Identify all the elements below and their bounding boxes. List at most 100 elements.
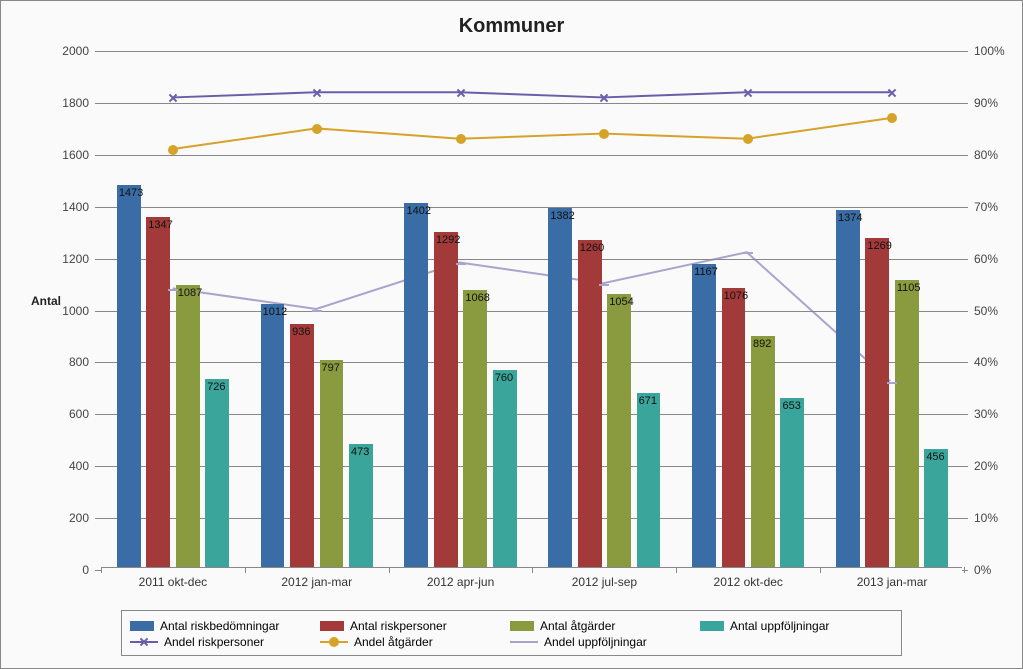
y1-tick-label: 1800 bbox=[49, 96, 89, 110]
y2-tick-label: 90% bbox=[974, 96, 998, 110]
x-category-label: 2012 apr-jun bbox=[389, 575, 533, 589]
bar-s4: 473 bbox=[349, 444, 373, 567]
x-tick-mark bbox=[964, 567, 965, 573]
marker-l3 bbox=[599, 284, 609, 286]
marker-l2 bbox=[312, 124, 322, 134]
legend-item-l1: Andel riskpersoner bbox=[130, 635, 290, 649]
x-category: 2012 okt-dec11671076892653 bbox=[676, 51, 820, 567]
marker-l3 bbox=[743, 252, 753, 254]
bar-s2: 1347 bbox=[146, 217, 170, 567]
y2-tick-label: 30% bbox=[974, 407, 998, 421]
bar-value-label: 892 bbox=[753, 338, 771, 350]
legend-item-s2: Antal riskpersoner bbox=[320, 619, 480, 633]
y2-tick-label: 80% bbox=[974, 148, 998, 162]
bar-value-label: 456 bbox=[926, 451, 944, 463]
marker-l3 bbox=[887, 382, 897, 384]
legend-swatch bbox=[320, 621, 344, 631]
legend-swatch bbox=[130, 637, 158, 647]
bar-s2: 1269 bbox=[865, 238, 889, 567]
bar-value-label: 1012 bbox=[263, 306, 287, 318]
bar-s1: 1382 bbox=[548, 208, 572, 567]
y2-tick-label: 100% bbox=[974, 44, 1005, 58]
legend-label: Andel åtgärder bbox=[354, 635, 433, 649]
y1-tick-label: 1000 bbox=[49, 304, 89, 318]
y1-tick-label: 1200 bbox=[49, 252, 89, 266]
bar-s4: 671 bbox=[637, 393, 661, 567]
bar-s1: 1473 bbox=[117, 185, 141, 567]
x-tick-mark bbox=[532, 567, 533, 573]
bar-s3: 1105 bbox=[895, 280, 919, 567]
legend-swatch bbox=[700, 621, 724, 631]
marker-l3 bbox=[456, 263, 466, 265]
x-tick-mark bbox=[389, 567, 390, 573]
x-category: 2012 apr-jun140212921068760 bbox=[389, 51, 533, 567]
y2-tick-label: 0% bbox=[974, 563, 991, 577]
bar-s4: 653 bbox=[780, 398, 804, 567]
bar-value-label: 726 bbox=[207, 381, 225, 393]
y2-tick-label: 50% bbox=[974, 304, 998, 318]
legend-row: Andel riskpersoner Andel åtgärder Andel up… bbox=[130, 635, 893, 649]
marker-l2 bbox=[887, 113, 897, 123]
x-tick-mark bbox=[820, 567, 821, 573]
y1-tick-label: 400 bbox=[49, 459, 89, 473]
bar-value-label: 653 bbox=[782, 400, 800, 412]
bar-value-label: 797 bbox=[322, 362, 340, 374]
bar-value-label: 760 bbox=[495, 372, 513, 384]
legend-item-s3: Antal åtgärder bbox=[510, 619, 670, 633]
y2-tick-label: 60% bbox=[974, 252, 998, 266]
y1-tick-label: 0 bbox=[49, 563, 89, 577]
y2-tick-label: 10% bbox=[974, 511, 998, 525]
legend-label: Antal uppföljningar bbox=[730, 619, 829, 633]
bar-value-label: 1402 bbox=[406, 205, 430, 217]
x-category: 2013 jan-mar137412691105456 bbox=[820, 51, 964, 567]
x-category-label: 2013 jan-mar bbox=[820, 575, 964, 589]
bar-s4: 760 bbox=[493, 370, 517, 567]
y1-tick-label: 800 bbox=[49, 355, 89, 369]
legend-item-s4: Antal uppföljningar bbox=[700, 619, 860, 633]
y1-tick-label: 1400 bbox=[49, 200, 89, 214]
bar-value-label: 1167 bbox=[694, 266, 718, 278]
legend-swatch bbox=[510, 621, 534, 631]
y1-tick-label: 1600 bbox=[49, 148, 89, 162]
bar-value-label: 1260 bbox=[580, 242, 604, 254]
bar-s3: 1054 bbox=[607, 294, 631, 568]
legend-item-l3: Andel uppföljningar bbox=[510, 635, 670, 649]
bar-value-label: 1068 bbox=[465, 292, 489, 304]
marker-l2 bbox=[599, 129, 609, 139]
bar-s3: 1068 bbox=[463, 290, 487, 567]
chart-title: Kommuner bbox=[1, 15, 1022, 38]
legend-swatch bbox=[320, 637, 348, 647]
x-category: 2011 okt-dec147313471087726 bbox=[101, 51, 245, 567]
y2-tick-label: 70% bbox=[974, 200, 998, 214]
bar-value-label: 1382 bbox=[550, 210, 574, 222]
legend-label: Andel uppföljningar bbox=[544, 635, 647, 649]
legend-label: Andel riskpersoner bbox=[164, 635, 264, 649]
legend-label: Antal riskpersoner bbox=[350, 619, 447, 633]
y1-tick-label: 2000 bbox=[49, 44, 89, 58]
bar-s2: 936 bbox=[290, 324, 314, 567]
x-category-label: 2012 jan-mar bbox=[245, 575, 389, 589]
y2-tick-mark bbox=[962, 570, 968, 571]
bar-s3: 1087 bbox=[176, 285, 200, 567]
bar-value-label: 1087 bbox=[178, 287, 202, 299]
legend-row: Antal riskbedömningar Antal riskpersoner A… bbox=[130, 619, 893, 633]
legend-swatch bbox=[510, 637, 538, 647]
legend: Antal riskbedömningar Antal riskpersoner A… bbox=[121, 610, 902, 656]
bar-value-label: 671 bbox=[639, 395, 657, 407]
marker-l2 bbox=[168, 145, 178, 155]
legend-item-l2: Andel åtgärder bbox=[320, 635, 480, 649]
bar-s3: 797 bbox=[320, 360, 344, 567]
bar-s1: 1167 bbox=[692, 264, 716, 567]
x-category-label: 2012 okt-dec bbox=[676, 575, 820, 589]
bar-s4: 456 bbox=[924, 449, 948, 567]
legend-label: Antal riskbedömningar bbox=[160, 619, 279, 633]
y1-tick-label: 200 bbox=[49, 511, 89, 525]
marker-l2 bbox=[456, 134, 466, 144]
bar-s3: 892 bbox=[751, 336, 775, 567]
legend-label: Antal åtgärder bbox=[540, 619, 615, 633]
x-category-label: 2011 okt-dec bbox=[101, 575, 245, 589]
bar-value-label: 1473 bbox=[119, 187, 143, 199]
y1-tick-label: 600 bbox=[49, 407, 89, 421]
bar-value-label: 936 bbox=[292, 326, 310, 338]
x-tick-mark bbox=[101, 567, 102, 573]
